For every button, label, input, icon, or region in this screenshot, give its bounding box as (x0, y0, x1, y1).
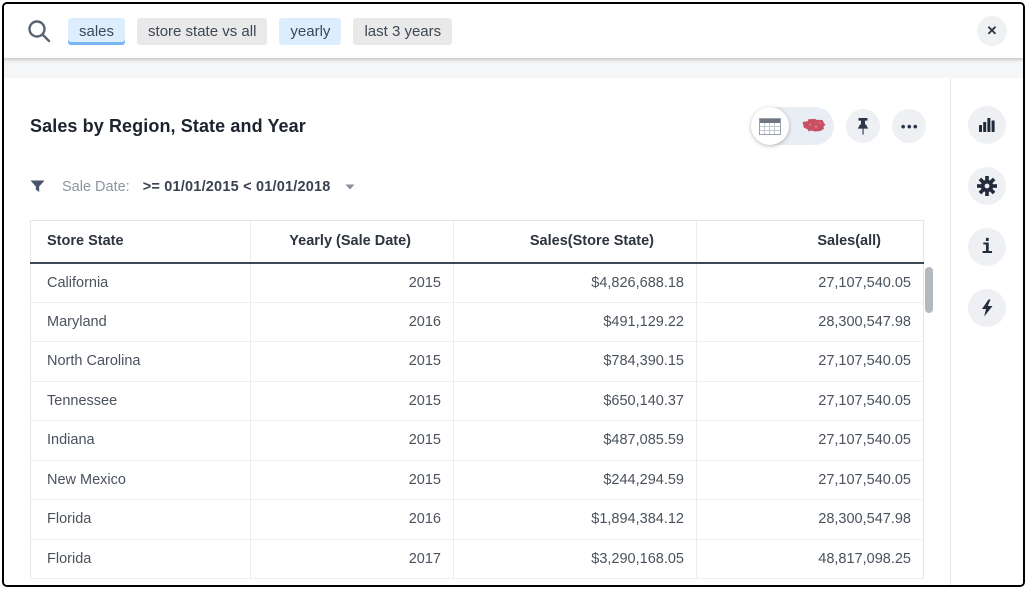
settings-button[interactable] (968, 167, 1006, 205)
table-cell: 27,107,540.05 (696, 262, 924, 303)
table-cell: $1,894,384.12 (453, 499, 697, 540)
info-icon: i (981, 235, 993, 258)
results-table: Store State Yearly (Sale Date) Sales(Store… (30, 220, 924, 579)
table-row[interactable]: North Carolina 2015 $784,390.15 27,107,540.… (30, 341, 924, 382)
search-token[interactable]: store state vs all (137, 17, 268, 45)
table-row[interactable]: Tennessee 2015 $650,140.37 27,107,540.05 (30, 381, 924, 421)
table-cell: 27,107,540.05 (696, 341, 924, 382)
column-header[interactable]: Store State (30, 220, 251, 264)
table-body: California 2015 $4,826,688.18 27,107,540.05… (30, 262, 924, 579)
chart-view-button[interactable] (968, 106, 1006, 144)
map-view-toggle[interactable] (801, 118, 827, 135)
table-cell: 28,300,547.98 (696, 302, 924, 342)
table-cell: $491,129.22 (453, 302, 697, 342)
answer-panel: Sales by Region, State and Year (4, 78, 950, 585)
table-icon (759, 117, 781, 135)
filter-value: >= 01/01/2015 < 01/01/2018 (142, 179, 331, 195)
table-scrollbar[interactable] (925, 267, 933, 313)
column-header[interactable]: Sales(all) (696, 220, 924, 264)
table-row[interactable]: California 2015 $4,826,688.18 27,107,540.05 (30, 262, 924, 303)
table-cell: 27,107,540.05 (696, 381, 924, 421)
table-row[interactable]: New Mexico 2015 $244,294.59 27,107,540.05 (30, 460, 924, 500)
search-token[interactable]: yearly (279, 17, 342, 45)
table-cell: 2015 (250, 381, 454, 421)
table-cell: 2016 (250, 499, 454, 540)
right-icon-rail: i (950, 78, 1023, 585)
answer-actions: ••• (751, 107, 926, 145)
table-cell: $487,085.59 (453, 420, 697, 461)
table-view-toggle[interactable] (751, 107, 789, 145)
column-header[interactable]: Yearly (Sale Date) (250, 220, 454, 264)
table-cell: 2015 (250, 420, 454, 461)
view-toggle[interactable] (751, 107, 834, 145)
ellipsis-icon: ••• (900, 118, 920, 134)
usa-map-icon (802, 118, 826, 132)
table-cell: $244,294.59 (453, 460, 697, 500)
insights-button[interactable] (968, 289, 1006, 327)
table-row[interactable]: Florida 2017 $3,290,168.05 48,817,098.25 (30, 539, 924, 579)
search-bar: sales store state vs all yearly last 3 year… (4, 4, 1023, 58)
table-header-row: Store State Yearly (Sale Date) Sales(Store… (30, 220, 924, 264)
pin-button[interactable] (846, 109, 880, 143)
table-cell: Indiana (30, 420, 251, 461)
table-row[interactable]: Indiana 2015 $487,085.59 27,107,540.05 (30, 420, 924, 461)
table-cell: 27,107,540.05 (696, 460, 924, 500)
search-token[interactable]: sales (68, 17, 126, 45)
more-options-button[interactable]: ••• (892, 109, 926, 143)
table-row[interactable]: Florida 2016 $1,894,384.12 28,300,547.98 (30, 499, 924, 540)
search-icon (28, 20, 51, 43)
table-cell: 48,817,098.25 (696, 539, 924, 579)
search-token[interactable]: last 3 years (353, 17, 453, 45)
info-button[interactable]: i (968, 228, 1006, 266)
table-cell: 28,300,547.98 (696, 499, 924, 540)
table-cell: $3,290,168.05 (453, 539, 697, 579)
table-cell: 2017 (250, 539, 454, 579)
filter-chip[interactable]: Sale Date: >= 01/01/2015 < 01/01/2018 (30, 174, 356, 200)
chevron-down-icon[interactable] (344, 183, 356, 191)
table-cell: North Carolina (30, 341, 251, 382)
table-cell: 2015 (250, 341, 454, 382)
table-cell: 2015 (250, 460, 454, 500)
column-header[interactable]: Sales(Store State) (453, 220, 697, 264)
table-cell: New Mexico (30, 460, 251, 500)
filter-label: Sale Date: (62, 179, 130, 195)
table-cell: $4,826,688.18 (453, 262, 697, 303)
close-icon[interactable]: ✕ (977, 16, 1007, 46)
lightning-bolt-icon (982, 299, 993, 317)
table-cell: Maryland (30, 302, 251, 342)
table-cell: 27,107,540.05 (696, 420, 924, 461)
table-cell: Florida (30, 539, 251, 579)
gear-icon (977, 176, 997, 196)
header-divider-band (4, 58, 1023, 78)
filter-funnel-icon (30, 180, 45, 192)
pin-icon (857, 117, 869, 135)
page-title: Sales by Region, State and Year (30, 115, 306, 136)
table-cell: $650,140.37 (453, 381, 697, 421)
table-cell: Tennessee (30, 381, 251, 421)
table-cell: $784,390.15 (453, 341, 697, 382)
results-table-wrap: Store State Yearly (Sale Date) Sales(Store… (30, 220, 933, 579)
table-cell: 2016 (250, 302, 454, 342)
search-token-list: sales store state vs all yearly last 3 year… (68, 17, 453, 45)
table-cell: Florida (30, 499, 251, 540)
table-cell: 2015 (250, 262, 454, 303)
bar-chart-icon (979, 118, 995, 132)
table-cell: California (30, 262, 251, 303)
table-row[interactable]: Maryland 2016 $491,129.22 28,300,547.98 (30, 302, 924, 342)
